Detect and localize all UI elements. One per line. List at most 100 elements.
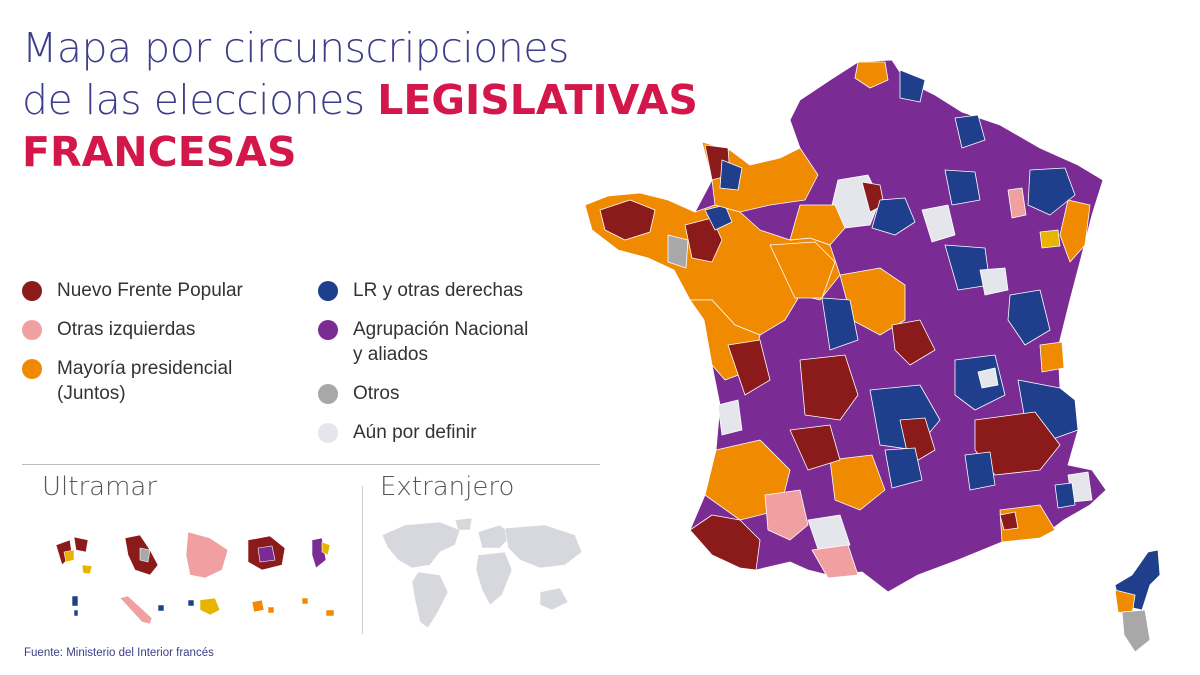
- region-normandy-lr: [719, 159, 743, 191]
- region-nice-lr: [1054, 482, 1076, 509]
- region-marseille-nfp: [999, 511, 1019, 531]
- region-tarn-nfp: [789, 424, 841, 471]
- overseas-spm-lr: [71, 595, 79, 607]
- region-alsace-yellow: [1039, 229, 1061, 249]
- region-north-ensemble: [854, 61, 889, 89]
- overseas-maps: [55, 531, 335, 625]
- overseas-heading: Ultramar: [42, 472, 158, 502]
- legend-item-ensemble: Mayoría presidencial (Juntos): [22, 356, 292, 406]
- region-center-lr: [821, 297, 859, 351]
- title-highlight-legislativas: LEGISLATIVAS: [377, 76, 698, 124]
- overseas-newcal-lr: [157, 604, 165, 612]
- legend-item-other-left: Otras izquierdas: [22, 317, 292, 342]
- legend-item-undecided: Aún por definir: [318, 420, 578, 445]
- overseas-guadeloupe-nfp-2: [73, 536, 89, 553]
- overseas-guadeloupe-yellow-2: [81, 564, 93, 575]
- legend-swatch-lr: [318, 281, 338, 301]
- legend-label-ensemble-line2: (Juntos): [57, 383, 126, 404]
- region-pyrenees-undecided: [807, 514, 851, 556]
- legend-label-undecided: Aún por definir: [353, 422, 477, 443]
- region-charente-undecided: [717, 399, 743, 436]
- legend-right: LR y otras derechas Agrupación Nacional y…: [318, 278, 578, 459]
- region-isere-nfp: [974, 411, 1061, 476]
- region-center-nfp: [891, 319, 936, 366]
- overseas-mayotte-yellow: [321, 541, 331, 556]
- region-alsace-ensemble: [1059, 199, 1091, 263]
- region-lot-ensemble: [829, 454, 886, 511]
- legend-label-other: Otros: [353, 383, 400, 404]
- region-idf-ensemble: [789, 204, 846, 246]
- legend-swatch-rn: [318, 320, 338, 340]
- world-greenland: [454, 517, 473, 531]
- title-line-1: Mapa por circunscripciones: [22, 24, 569, 72]
- overseas-spm-lr-2: [73, 609, 79, 617]
- legend-label-rn-line1: Agrupación Nacional: [353, 319, 529, 340]
- world-south-america: [411, 571, 449, 629]
- section-divider-horizontal: [22, 464, 600, 465]
- region-ariege-other-left: [811, 544, 859, 579]
- legend-label-lr: LR y otras derechas: [353, 280, 524, 301]
- region-limousin-nfp: [799, 354, 859, 421]
- legend-swatch-nfp: [22, 281, 42, 301]
- legend-item-nfp: Nuevo Frente Popular: [22, 278, 292, 303]
- legend-swatch-ensemble: [22, 359, 42, 379]
- region-alps-ensemble: [1039, 341, 1065, 373]
- section-divider-vertical: [362, 486, 363, 634]
- legend-item-other: Otros: [318, 381, 578, 406]
- abroad-heading: Extranjero: [380, 472, 515, 502]
- overseas-polynesia-lr: [187, 599, 195, 607]
- region-landes-nfp: [689, 514, 761, 571]
- legend-label-other-left: Otras izquierdas: [57, 319, 196, 340]
- region-dijon-undecided: [979, 267, 1009, 296]
- world-africa: [475, 551, 513, 606]
- region-aveyron-lr: [884, 447, 923, 489]
- region-idf-lr: [871, 197, 916, 236]
- legend-swatch-undecided: [318, 423, 338, 443]
- overseas-stmartin-ensemble: [301, 597, 309, 605]
- mainland-france-map: [584, 59, 1107, 593]
- region-ardennes-lr: [954, 114, 986, 149]
- overseas-guyane-other-left: [185, 531, 229, 579]
- region-drome-lr: [964, 451, 996, 491]
- legend-label-nfp: Nuevo Frente Popular: [57, 280, 243, 301]
- overseas-newcal-other-left: [119, 595, 153, 625]
- world-north-america: [381, 521, 461, 569]
- overseas-reunion-rn: [257, 545, 276, 563]
- overseas-wallis-ensemble: [251, 599, 265, 613]
- legend-item-rn: Agrupación Nacional y aliados: [318, 317, 578, 367]
- region-brittany-nfp: [599, 199, 656, 241]
- region-pyrenees-other-left: [764, 489, 809, 541]
- overseas-stmartin-ensemble-2: [325, 609, 335, 617]
- region-brittany-other: [667, 234, 689, 269]
- legend-label-ensemble: Mayoría presidencial (Juntos): [57, 356, 232, 406]
- world-asia: [504, 524, 583, 569]
- overseas-guadeloupe-yellow: [63, 549, 75, 563]
- legend-item-lr: LR y otras derechas: [318, 278, 578, 303]
- region-jura-lr: [1007, 289, 1051, 346]
- page-title: Mapa por circunscripciones de las elecci…: [22, 22, 782, 178]
- legend-swatch-other-left: [22, 320, 42, 340]
- region-north-lr: [899, 69, 926, 103]
- region-brittany-lr: [704, 204, 733, 231]
- title-highlight-francesas: FRANCESAS: [22, 128, 297, 176]
- corsica-map: [1114, 549, 1161, 653]
- region-poitou-nfp: [727, 339, 771, 396]
- region-lyon-undecided: [977, 367, 999, 389]
- legend-label-rn: Agrupación Nacional y aliados: [353, 317, 528, 367]
- overseas-polynesia-yellow: [199, 597, 221, 616]
- region-lorraine-lr: [1027, 167, 1076, 216]
- region-loire-ensemble: [769, 241, 836, 299]
- legend-label-rn-line2: y aliados: [353, 344, 428, 365]
- world-europe: [477, 524, 513, 549]
- legend-swatch-other: [318, 384, 338, 404]
- title-line-2: de las elecciones LEGISLATIVAS: [22, 74, 782, 126]
- region-champagne-undecided: [921, 204, 956, 243]
- overseas-martinique-other: [139, 547, 151, 563]
- world-australia: [539, 587, 569, 611]
- legend-left: Nuevo Frente Popular Otras izquierdas Ma…: [22, 278, 292, 420]
- source-note: Fuente: Ministerio del Interior francés: [24, 647, 214, 659]
- region-champagne-lr: [944, 169, 981, 206]
- world-map: [381, 517, 583, 629]
- region-rennes-nfp: [684, 217, 723, 263]
